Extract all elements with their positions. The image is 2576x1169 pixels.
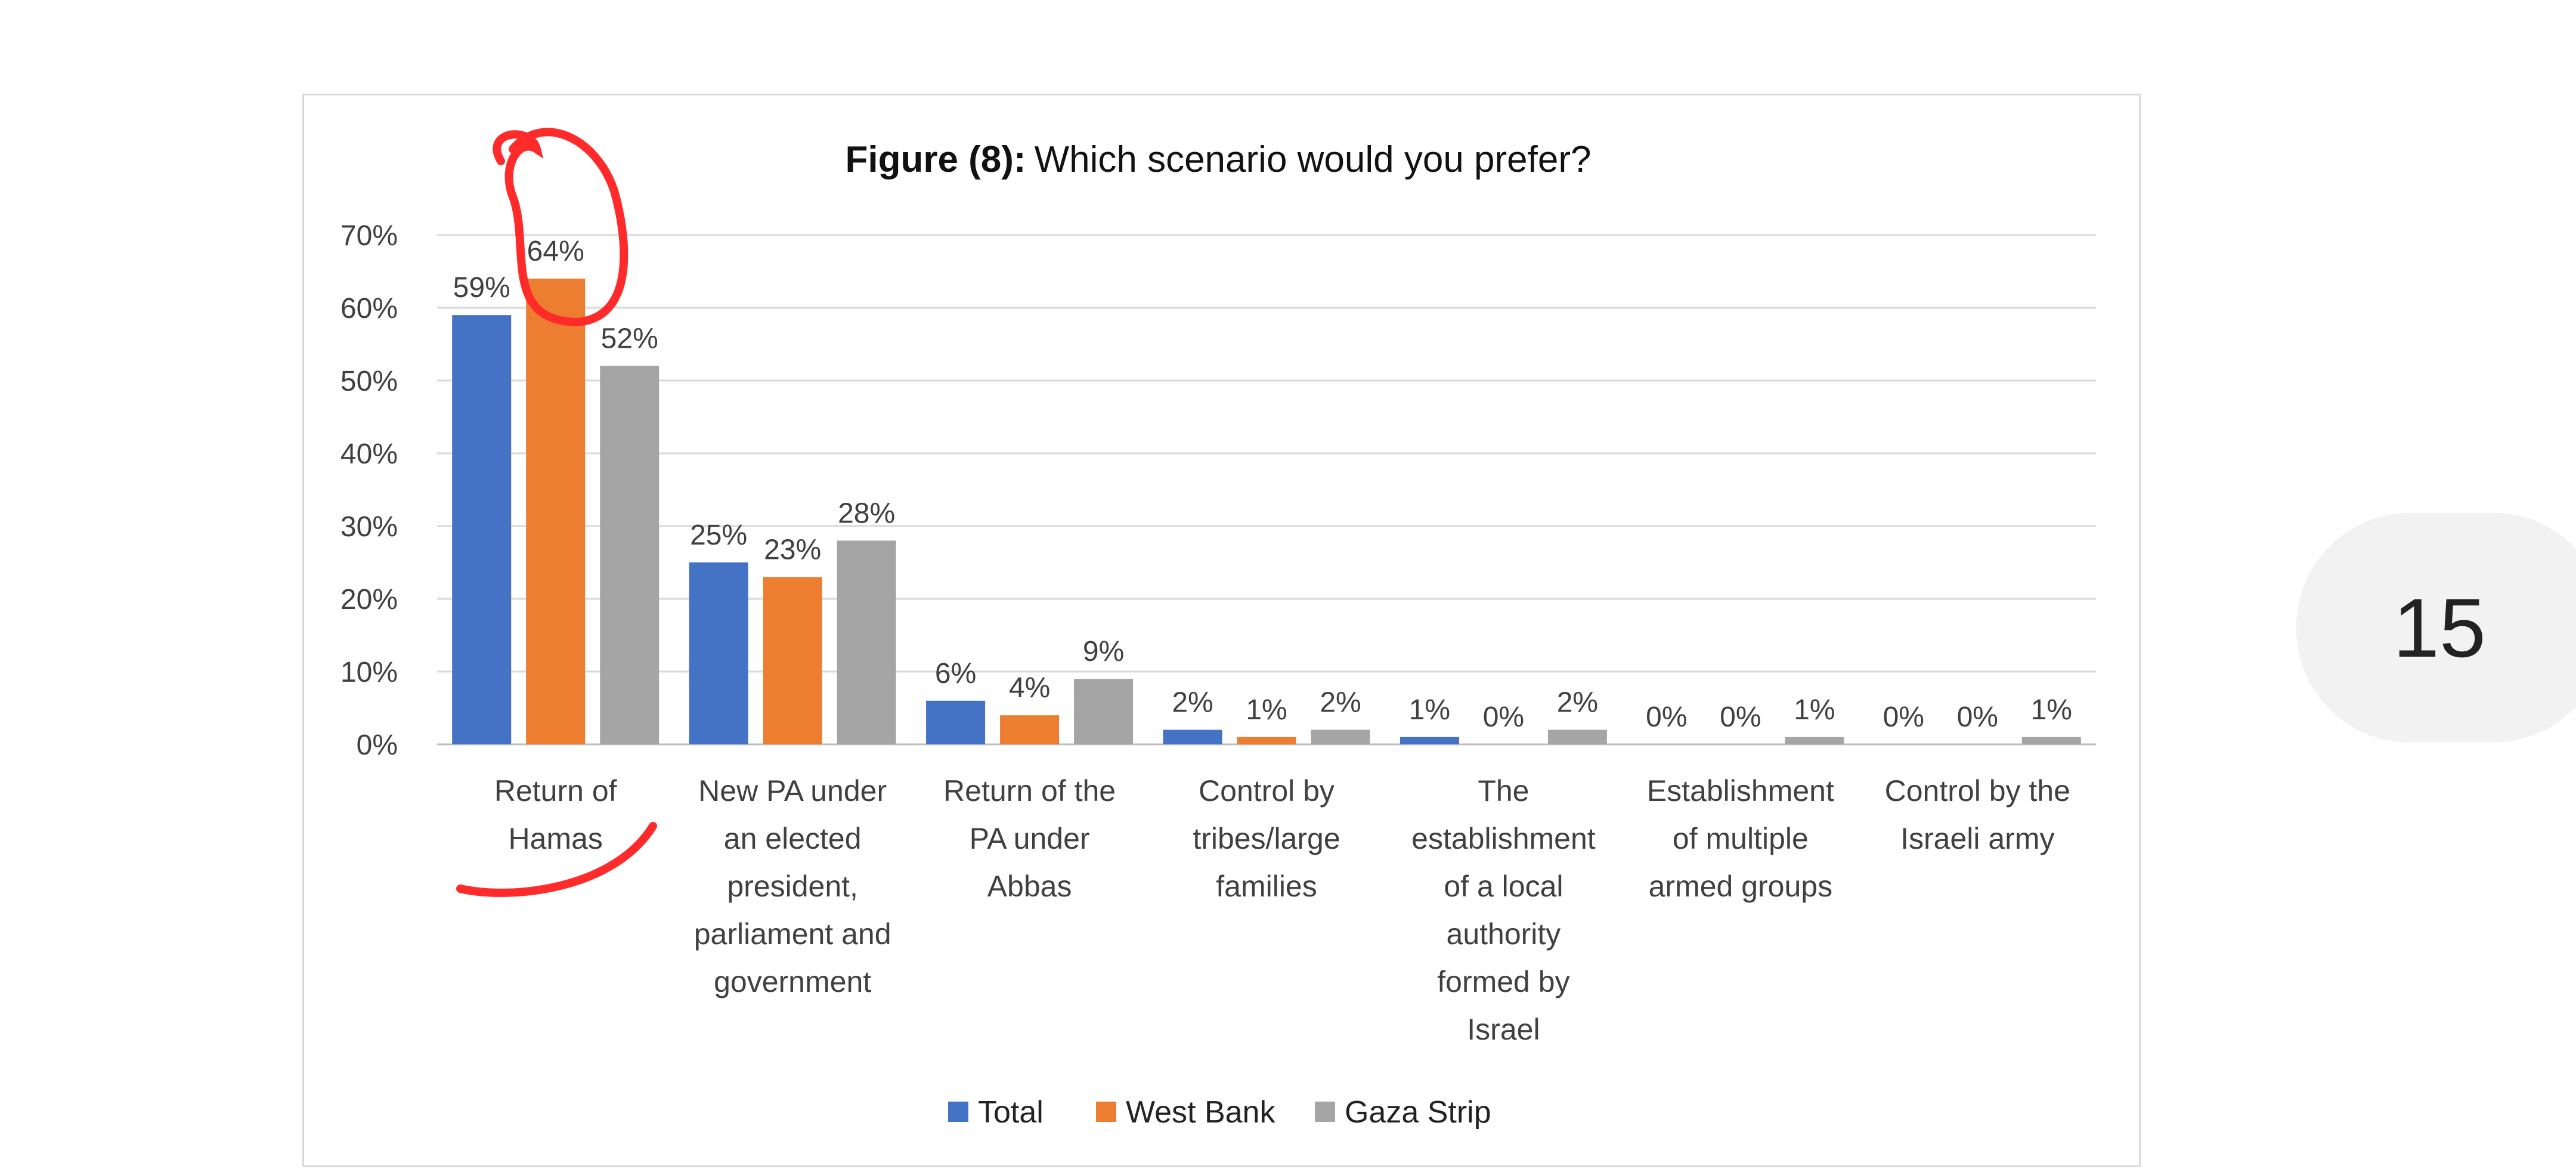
legend-label: Total xyxy=(978,1095,1044,1130)
x-category-line: Abbas xyxy=(987,870,1072,903)
data-label: 0% xyxy=(1483,701,1524,733)
data-label: 1% xyxy=(1246,694,1287,726)
legend-label: Gaza Strip xyxy=(1345,1095,1491,1130)
legend-swatch xyxy=(948,1102,968,1122)
x-category-line: Return of the xyxy=(943,774,1116,808)
chart-title: Figure (8): Which scenario would you pref… xyxy=(845,139,1591,180)
bar-gaza-strip xyxy=(837,540,896,744)
bar-gaza-strip xyxy=(1547,729,1607,744)
data-label: 0% xyxy=(1957,701,1998,733)
data-label: 25% xyxy=(690,519,747,551)
x-category-label: Control by the Israeli army xyxy=(1885,774,2070,855)
x-category-line: establishment xyxy=(1411,822,1596,855)
data-label: 2% xyxy=(1172,687,1213,719)
x-category-line: formed by xyxy=(1437,965,1569,998)
chart-title-text: Which scenario would you prefer? xyxy=(1035,139,1592,180)
x-category-label: Return of the PA under Abbas xyxy=(943,774,1116,903)
bar-west-bank xyxy=(1237,737,1296,744)
x-category-line: authority xyxy=(1447,917,1561,951)
data-label: 0% xyxy=(1883,701,1924,733)
x-category-line: Control by the xyxy=(1885,774,2070,808)
legend-label: West Bank xyxy=(1126,1095,1275,1130)
chart-title-prefix: Figure (8): xyxy=(845,139,1026,180)
data-label: 28% xyxy=(838,497,895,529)
page-number: 15 xyxy=(2393,581,2486,675)
x-category-label: Control by tribes/large families xyxy=(1193,774,1340,903)
handwritten-annotation xyxy=(456,128,657,897)
x-category-line: Israel xyxy=(1467,1013,1540,1046)
y-tick-label: 0% xyxy=(357,729,398,761)
bar-total xyxy=(689,562,748,744)
y-tick-label: 60% xyxy=(340,293,398,324)
y-tick-label: 30% xyxy=(340,511,398,543)
data-label: 1% xyxy=(1794,694,1835,726)
data-label: 2% xyxy=(1557,687,1598,719)
bar-gaza-strip xyxy=(1785,737,1844,744)
bar-gaza-strip xyxy=(2021,737,2081,744)
x-category-line: PA under xyxy=(970,822,1090,855)
x-category-line: New PA under xyxy=(698,774,887,808)
bar-west-bank xyxy=(763,577,822,744)
x-category-line: Control by xyxy=(1199,774,1335,808)
y-tick-label: 20% xyxy=(340,584,398,616)
bar-gaza-strip xyxy=(1311,729,1370,744)
data-label: 23% xyxy=(764,534,821,565)
data-label: 59% xyxy=(453,272,510,304)
bar-total xyxy=(926,700,986,744)
y-tick-label: 10% xyxy=(340,657,398,688)
x-category-line: Hamas xyxy=(509,822,603,855)
x-category-line: armed groups xyxy=(1649,870,1833,903)
data-label: 4% xyxy=(1009,672,1050,704)
y-tick-label: 40% xyxy=(340,438,398,470)
bar-gaza-strip xyxy=(600,366,660,744)
data-label: 1% xyxy=(1409,694,1450,726)
x-category-line: government xyxy=(714,965,871,998)
x-category-label: Return of Hamas xyxy=(494,774,617,855)
x-category-line: tribes/large xyxy=(1193,822,1340,855)
x-category-line: of a local xyxy=(1444,870,1563,903)
data-label: 0% xyxy=(1720,701,1761,733)
x-category-line: of multiple xyxy=(1673,822,1809,855)
data-label: 2% xyxy=(1320,687,1361,719)
x-category-label: New PA under an elected president, parliame… xyxy=(694,774,891,998)
bar-west-bank xyxy=(526,279,586,744)
y-tick-label: 50% xyxy=(340,366,398,397)
data-label: 6% xyxy=(935,658,976,689)
data-label: 0% xyxy=(1646,701,1687,733)
x-category-line: president, xyxy=(727,870,858,903)
x-category-line: families xyxy=(1216,870,1317,903)
bar-chart: Figure (8): Which scenario would you pref… xyxy=(340,128,2096,1130)
data-label: 9% xyxy=(1083,636,1124,667)
red-circle-annotation xyxy=(493,128,628,327)
bar-gaza-strip xyxy=(1074,679,1134,744)
data-label: 1% xyxy=(2031,694,2072,726)
legend-swatch xyxy=(1096,1102,1116,1122)
x-category-label: The establishment of a local authority forme… xyxy=(1411,774,1596,1046)
y-tick-label: 70% xyxy=(340,220,398,252)
page-number-pill xyxy=(2296,513,2576,743)
x-category-label: Establishment of multiple armed groups xyxy=(1647,774,1834,903)
bar-total xyxy=(1163,729,1222,744)
data-label: 52% xyxy=(601,323,658,355)
bar-total xyxy=(1400,737,1459,744)
bar-total xyxy=(452,315,512,744)
x-category-line: Return of xyxy=(494,774,617,808)
x-category-line: an elected xyxy=(724,822,862,855)
x-category-line: Establishment xyxy=(1647,774,1834,808)
x-category-line: Israeli army xyxy=(1900,822,2054,855)
x-category-line: The xyxy=(1478,774,1529,808)
data-label: 64% xyxy=(527,236,584,267)
chart-card: Figure (8): Which scenario would you pref… xyxy=(302,94,2141,1167)
bar-west-bank xyxy=(1000,715,1060,744)
legend-swatch xyxy=(1315,1102,1335,1122)
red-underline-annotation xyxy=(456,822,657,897)
x-category-line: parliament and xyxy=(694,917,891,951)
